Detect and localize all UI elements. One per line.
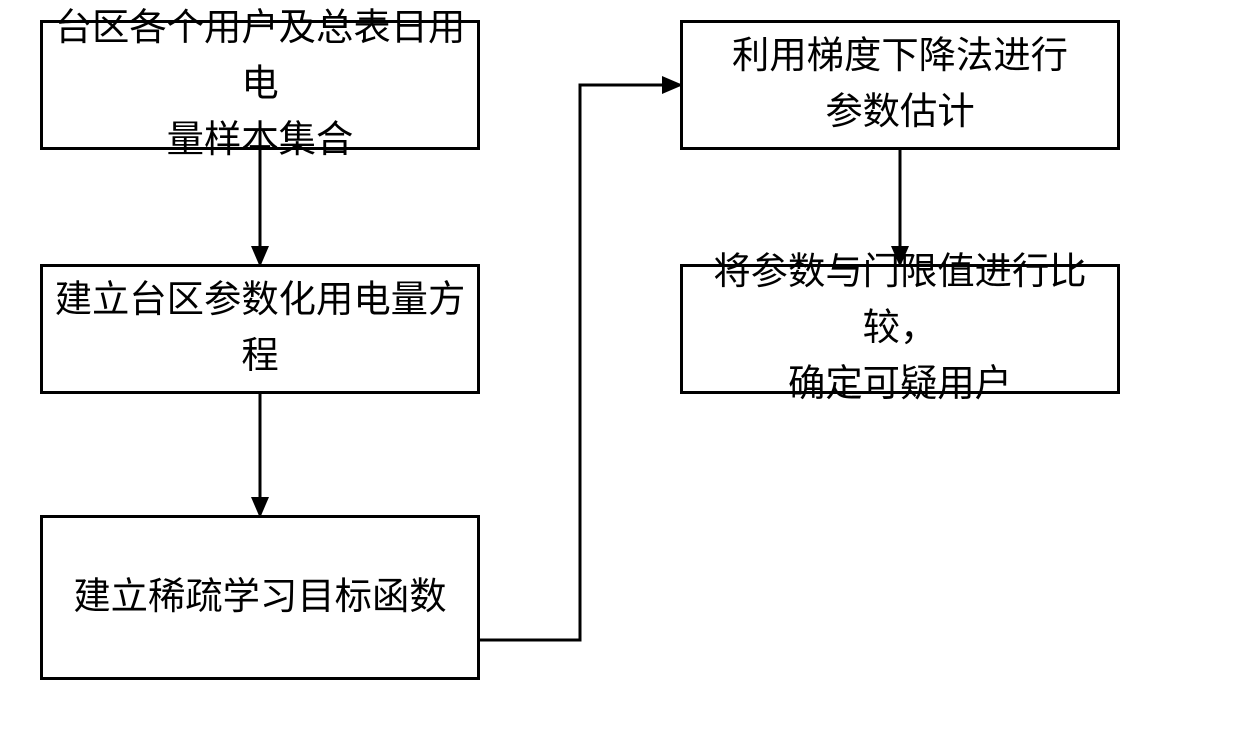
flowchart-node-n4: 利用梯度下降法进行 参数估计 — [680, 20, 1120, 150]
edge-n3-n4 — [480, 85, 680, 640]
flowchart-node-n5: 将参数与门限值进行比较， 确定可疑用户 — [680, 264, 1120, 394]
flowchart-node-n3: 建立稀疏学习目标函数 — [40, 515, 480, 680]
flowchart-node-n1: 台区各个用户及总表日用电 量样本集合 — [40, 20, 480, 150]
flowchart-node-n2: 建立台区参数化用电量方程 — [40, 264, 480, 394]
flowchart-canvas: 台区各个用户及总表日用电 量样本集合建立台区参数化用电量方程建立稀疏学习目标函数… — [0, 0, 1240, 739]
